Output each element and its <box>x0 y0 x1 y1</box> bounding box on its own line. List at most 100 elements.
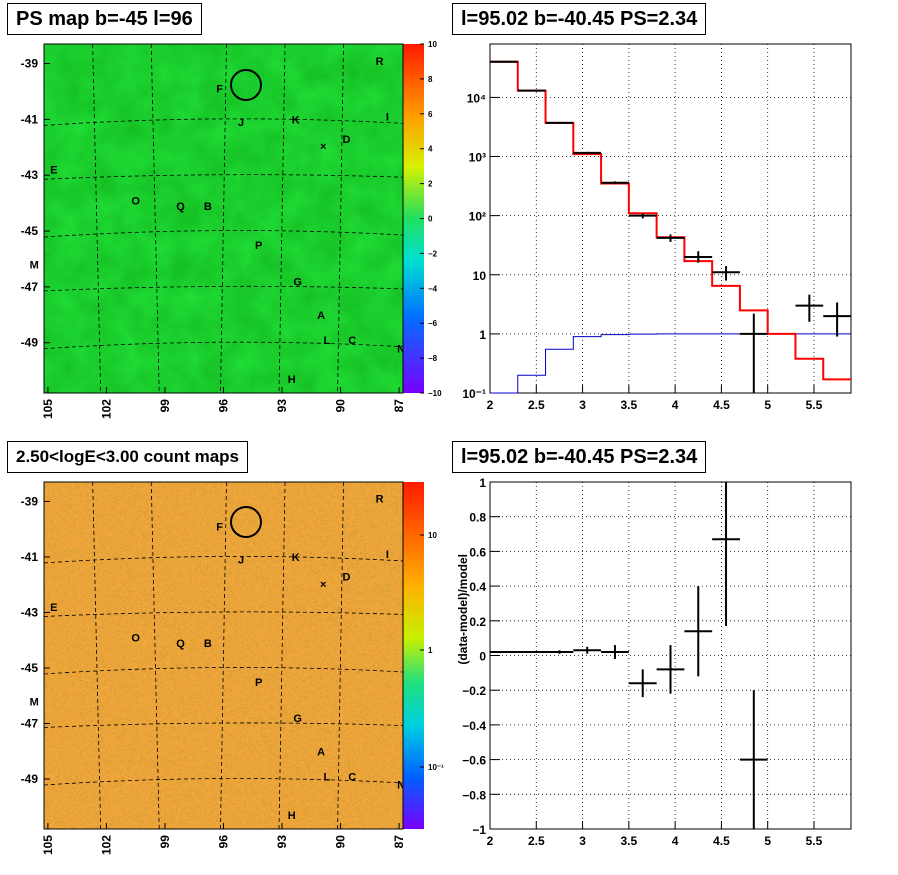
latitude-tick-label: -43 <box>21 168 39 182</box>
ps-map-title: PS map b=-45 l=96 <box>7 3 202 35</box>
x-tick-label: 2.5 <box>528 398 545 412</box>
count-map-y-ticks: -39 -41 -43 -45 -47 -49 <box>21 494 50 786</box>
source-label: E <box>50 602 57 614</box>
longitude-tick-label: 90 <box>334 835 348 849</box>
x-tick-label: 2.5 <box>528 834 545 848</box>
source-label: P <box>255 240 262 252</box>
source-label: L <box>324 771 331 783</box>
x-tick-label: 3 <box>579 834 586 848</box>
count-map-source-labels: R F J K I D E O Q B P M G A L C N H <box>30 494 405 822</box>
source-label: Q <box>176 638 185 650</box>
residual-plot: 2 2.5 3 3.5 4 4.5 5 5.5 1 0.8 0.6 0.4 0.2 0 −0.2 −0.4 −0… <box>456 476 852 848</box>
source-label: M <box>30 696 39 708</box>
latitude-gridline <box>43 722 404 728</box>
count-map-texture <box>44 482 403 829</box>
latitude-gridline <box>43 341 404 350</box>
source-label: F <box>216 521 223 533</box>
longitude-tick-label: 105 <box>41 399 55 419</box>
y-tick-label: 10⁴ <box>467 91 486 105</box>
count-map-gridlines <box>43 481 404 830</box>
source-label: M <box>30 260 39 272</box>
source-label: H <box>288 810 296 822</box>
ps-map-gridlines <box>43 43 404 394</box>
longitude-tick-label: 96 <box>217 835 231 849</box>
count-colorbar-tick-label: 1 <box>428 646 433 655</box>
y-tick-label: 10³ <box>469 151 486 165</box>
y-tick-label: 10⁻¹ <box>462 387 486 401</box>
source-label: L <box>324 335 331 347</box>
count-map-colorbar <box>403 482 424 829</box>
count-map: × R F J K I D E O Q B P M G A L C N H 10 1 10⁻¹ -39 -41 -43 -4… <box>21 481 444 855</box>
count-map-cross-marker: × <box>320 579 326 591</box>
longitude-gridline <box>220 481 227 830</box>
source-label: C <box>348 771 356 783</box>
latitude-tick-label: -45 <box>21 224 39 238</box>
ps-colorbar-tick-label: 10 <box>428 40 437 49</box>
longitude-tick-label: 90 <box>334 399 348 413</box>
latitude-tick-label: -39 <box>21 494 39 508</box>
source-label: F <box>216 84 223 96</box>
y-tick-label: 1 <box>479 328 486 342</box>
source-label: D <box>342 571 350 583</box>
source-label: K <box>292 552 300 564</box>
ps-map-target-circle <box>230 69 262 101</box>
source-label: O <box>131 195 140 207</box>
longitude-gridline <box>150 43 160 394</box>
source-label: G <box>293 276 302 288</box>
y-axis-label: (data-model)/model <box>456 554 470 665</box>
x-tick-label: 4 <box>672 834 679 848</box>
y-tick-label: 0 <box>479 650 486 664</box>
longitude-gridline <box>337 43 344 394</box>
longitude-gridline <box>278 481 286 830</box>
spectrum-plot: 2 2.5 3 3.5 4 4.5 5 5.5 10⁻¹ 1 10 10² 10³ 10⁴ <box>462 43 852 412</box>
ps-colorbar-tick-label: −6 <box>428 319 438 328</box>
latitude-tick-label: -39 <box>21 57 39 71</box>
source-label: A <box>317 310 325 322</box>
latitude-gridline <box>43 778 404 786</box>
source-label: R <box>376 56 384 68</box>
latitude-tick-label: -41 <box>21 112 39 126</box>
latitude-gridline <box>43 174 404 180</box>
x-tick-label: 2 <box>487 834 494 848</box>
ps-colorbar-tick-label: −8 <box>428 354 438 363</box>
source-label: E <box>50 165 57 177</box>
source-label: I <box>386 549 389 561</box>
longitude-tick-label: 87 <box>392 835 406 849</box>
longitude-tick-label: 87 <box>392 399 406 413</box>
residual-title: l=95.02 b=-40.45 PS=2.34 <box>452 441 707 473</box>
ps-colorbar-tick-label: 6 <box>428 110 433 119</box>
longitude-tick-label: 105 <box>41 835 55 855</box>
y-tick-label: 10² <box>469 210 486 224</box>
x-tick-label: 5.5 <box>806 834 823 848</box>
latitude-gridline <box>43 611 404 617</box>
x-tick-label: 5 <box>764 834 771 848</box>
source-label: H <box>288 374 296 386</box>
count-map-colorbar-ticks: 10 1 10⁻¹ <box>420 531 444 772</box>
ps-map-cross-marker: × <box>320 141 326 153</box>
ps-map-source-labels: R F J K I D E O Q B P M G A L C N H <box>30 56 405 386</box>
source-label: K <box>292 114 300 126</box>
ps-colorbar-tick-label: −10 <box>428 389 442 398</box>
latitude-tick-label: -47 <box>21 280 39 294</box>
latitude-tick-label: -49 <box>21 772 39 786</box>
y-tick-label: 0.6 <box>469 545 486 559</box>
source-label: Q <box>176 201 185 213</box>
longitude-gridline <box>337 481 344 830</box>
ps-map-colorbar <box>403 44 424 393</box>
ps-map-texture <box>44 44 403 393</box>
ps-map-x-ticks: 105 102 99 96 93 90 87 <box>41 387 406 419</box>
longitude-tick-label: 102 <box>99 399 113 419</box>
y-tick-label: 1 <box>479 476 486 490</box>
source-label: D <box>342 134 350 146</box>
latitude-tick-label: -47 <box>21 717 39 731</box>
x-tick-label: 5.5 <box>806 398 823 412</box>
latitude-tick-label: -41 <box>21 550 39 564</box>
longitude-tick-label: 96 <box>217 399 231 413</box>
source-label: G <box>293 713 302 725</box>
latitude-gridline <box>43 118 404 126</box>
count-map-x-ticks: 105 102 99 96 93 90 87 <box>41 823 406 855</box>
latitude-tick-label: -43 <box>21 605 39 619</box>
longitude-gridline <box>92 43 102 394</box>
y-tick-label: −0.2 <box>462 684 486 698</box>
